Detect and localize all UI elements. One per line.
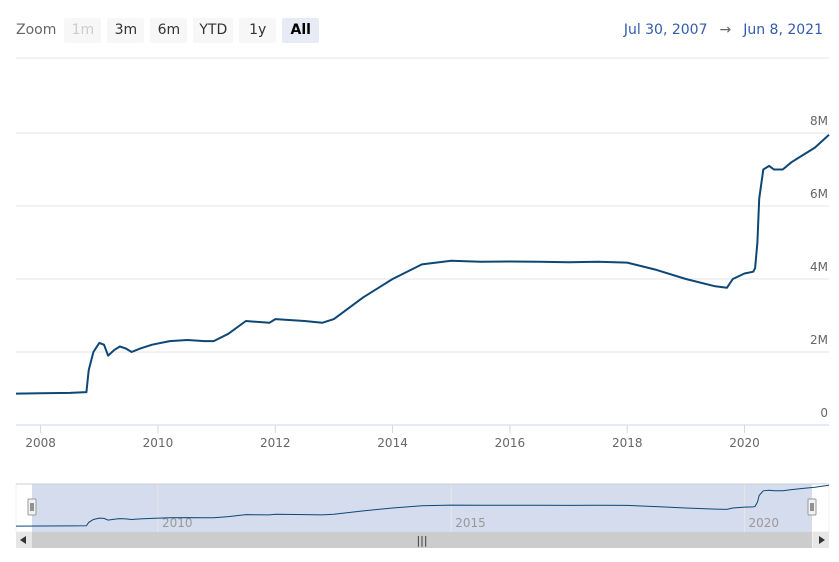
zoom-1m-button[interactable]: 1m — [64, 17, 102, 43]
navigator-tick-label: 2010 — [162, 516, 193, 530]
date-range: Jul 30, 2007 → Jun 8, 2021 — [624, 22, 823, 38]
series-line — [15, 134, 830, 395]
range-from-input[interactable]: Jul 30, 2007 — [623, 22, 708, 38]
scrollbar-thumb[interactable] — [32, 532, 812, 548]
scroll-left-button[interactable] — [16, 532, 32, 548]
range-to-input[interactable]: Jun 8, 2021 — [743, 22, 823, 38]
zoom-ytd-button[interactable]: YTD — [193, 17, 234, 43]
zoom-3m-button[interactable]: 3m — [107, 17, 145, 43]
x-tick-label: 2010 — [143, 436, 174, 450]
handle-grip-icon — [27, 498, 37, 516]
arrow-left-icon — [20, 536, 26, 544]
x-tick-label: 2020 — [729, 436, 760, 450]
scroll-right-button[interactable] — [813, 532, 829, 548]
zoom-1y-button[interactable]: 1y — [239, 17, 277, 43]
zoom-label: Zoom — [16, 22, 57, 38]
navigator-left-handle[interactable] — [27, 498, 37, 516]
handle-grip-icon — [807, 498, 817, 516]
navigator-series-line — [15, 484, 830, 527]
x-tick-label: 2012 — [260, 436, 291, 450]
zoom-6m-button[interactable]: 6m — [150, 17, 188, 43]
x-tick-label: 2016 — [495, 436, 526, 450]
navigator-right-handle[interactable] — [807, 498, 817, 516]
arrow-right-icon — [819, 536, 825, 544]
zoom-toolbar: Zoom 1m 3m 6m YTD 1y All — [16, 17, 325, 43]
zoom-all-button[interactable]: All — [282, 17, 320, 43]
navigator-tick-label: 2020 — [749, 516, 780, 530]
scrollbar-grip-icon: ||| — [416, 534, 427, 547]
navigator-tick-label: 2015 — [455, 516, 486, 530]
y-tick-label: 2M — [810, 333, 828, 347]
y-tick-label: 8M — [810, 114, 828, 128]
x-tick-label: 2018 — [612, 436, 643, 450]
x-tick-label: 2014 — [377, 436, 408, 450]
x-tick-label: 2008 — [25, 436, 56, 450]
y-tick-label: 4M — [810, 260, 828, 274]
y-tick-label: 0 — [820, 406, 828, 420]
y-tick-label: 6M — [810, 187, 828, 201]
range-arrow-icon: → — [719, 22, 732, 38]
